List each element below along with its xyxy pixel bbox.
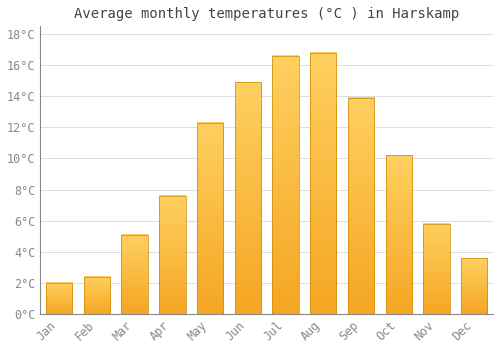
Bar (197, 122, 224, 314)
Bar (84, 276, 110, 314)
Bar (272, 56, 299, 314)
Bar (348, 98, 374, 314)
Bar (122, 234, 148, 314)
Bar (424, 224, 450, 314)
Title: Average monthly temperatures (°C ) in Harskamp: Average monthly temperatures (°C ) in Ha… (74, 7, 460, 21)
Bar (461, 258, 487, 314)
Bar (46, 283, 72, 314)
Bar (159, 196, 186, 314)
Bar (386, 155, 412, 314)
Bar (234, 82, 261, 314)
Bar (310, 53, 336, 314)
